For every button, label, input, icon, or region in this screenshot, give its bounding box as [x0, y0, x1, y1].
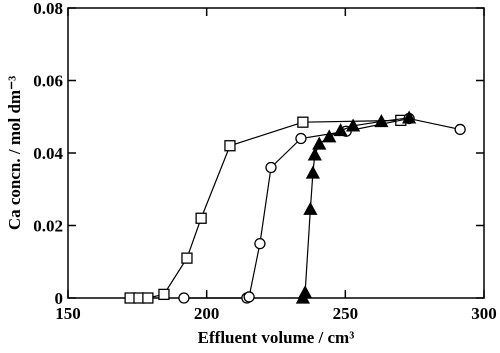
triangle-marker: [374, 114, 389, 128]
x-tick-label: 250: [333, 304, 359, 323]
x-tick-label: 200: [194, 304, 220, 323]
triangle-marker: [322, 129, 337, 143]
square-marker: [181, 252, 193, 264]
plot-frame: [67, 7, 485, 299]
triangle-marker: [305, 165, 320, 179]
y-axis-label: Ca concn. / mol dm⁻³: [5, 76, 24, 230]
square-marker: [158, 288, 170, 301]
y-tick-label: 0.02: [33, 217, 63, 236]
triangle-marker: [346, 118, 361, 132]
triangle-marker: [298, 285, 313, 299]
y-tick-label: 0: [55, 289, 64, 308]
x-tick-label: 150: [55, 304, 81, 323]
triangle-marker: [402, 110, 417, 124]
circle-marker: [254, 237, 266, 250]
x-tick-label: 300: [471, 304, 497, 323]
triangle-marker: [333, 123, 348, 137]
square-marker: [142, 292, 154, 304]
y-tick-label: 0.06: [33, 72, 63, 91]
y-tick-label: 0.08: [33, 0, 63, 18]
square-marker: [224, 140, 236, 152]
triangle-marker: [312, 136, 327, 150]
square-marker: [297, 116, 309, 128]
x-axis-label: Effluent volume / cm³: [198, 328, 355, 347]
triangle-marker: [303, 201, 318, 215]
circle-marker: [178, 292, 190, 304]
circle-marker: [243, 291, 255, 303]
circle-marker: [265, 161, 277, 174]
triangle-marker: [307, 147, 322, 161]
circle-marker: [295, 132, 307, 145]
y-tick-label: 0.04: [33, 144, 63, 163]
square-marker: [195, 212, 207, 224]
circle-marker: [454, 123, 466, 136]
